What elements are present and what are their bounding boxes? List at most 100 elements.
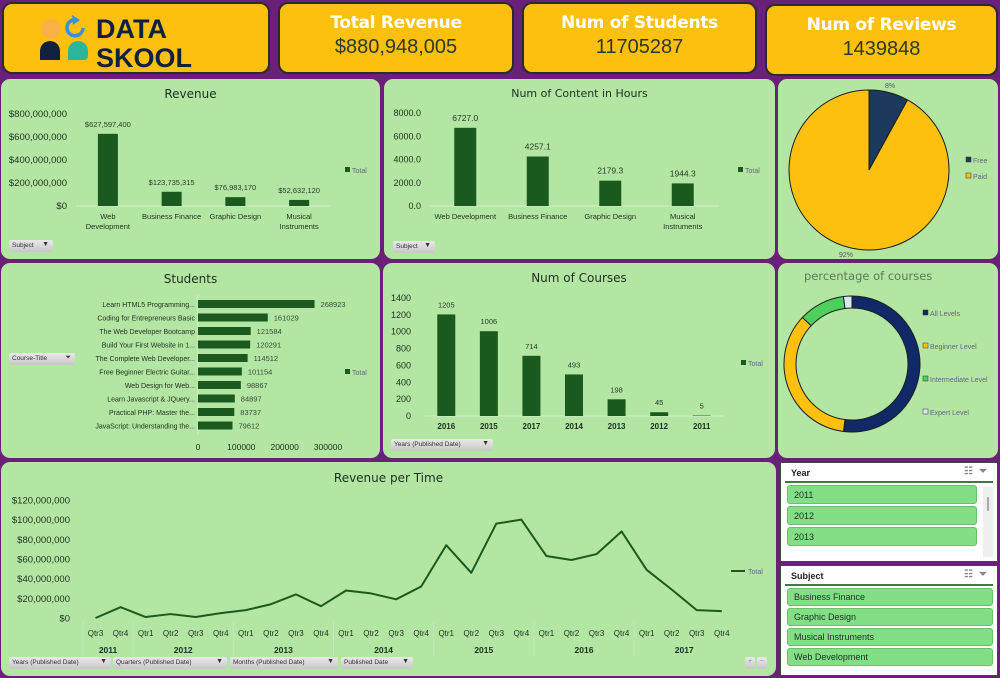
y-tick-label: 600 [396,360,411,370]
legend-swatch [965,156,972,163]
bar [671,183,694,206]
data-label: 198 [610,385,623,394]
filter-icon: ⏷ [65,354,71,361]
x-category-label: Graphic Design [210,212,262,221]
x-tick-label: 0 [196,442,201,452]
data-label: 1006 [481,317,498,326]
bar [198,381,241,389]
x-quarter-label: Qtr4 [313,629,329,638]
revenue-chart-panel: Revenue $0 $200,000,000 $400,000,000 $600,0… [1,79,380,259]
data-label: 5 [700,402,704,411]
slicer-item-graphic-design[interactable]: Graphic Design [787,608,993,626]
x-quarter-label: Qtr1 [338,629,354,638]
kpi-value: 11705287 [595,36,684,58]
slicer-item-business-finance[interactable]: Business Finance [787,588,993,606]
y-category-label: Coding for Entrepreneurs Basic [97,316,195,323]
content-hours-bar-chart: 0.0 2000.0 4000.0 6000.0 8000.0 6727.0 Web Dev… [393,108,760,231]
y-tick-label: 4000.0 [393,155,421,165]
legend-swatch [345,167,350,172]
kpi-num-reviews: Num of Reviews 1439848 [765,4,998,76]
y-tick-label: 1200 [391,310,411,320]
slicer-title: Subject [791,571,824,581]
collapse-button[interactable]: − [757,657,767,669]
bar [522,355,541,416]
expand-button[interactable]: + [745,657,755,669]
bar [198,354,248,362]
slicer-item-2011[interactable]: 2011 [787,485,977,504]
subject-filter-button[interactable]: Subject ▼ [393,241,435,253]
clear-filter-icon[interactable]: ⏷ [979,569,993,580]
slicer-item-2013[interactable]: 2013 [787,527,977,546]
filter-label: Quarters (Published Date) [116,659,192,666]
y-category-label: Practical PHP: Master the... [109,410,195,417]
data-label: 101154 [248,368,272,377]
chart-title: Revenue per Time [333,471,444,485]
x-quarter-label: Qtr2 [564,629,580,638]
months-filter-button[interactable]: Months (Published Date) ▼ [230,657,338,669]
chart-title: Students [163,272,218,286]
revenue-time-line-chart: $0 $20,000,000 $40,000,000 $60,000,000 $80,0… [12,496,763,656]
slicer-item-web-development[interactable]: Web Development [787,648,993,666]
refresh-icon [65,15,85,38]
slicer-item-musical-instruments[interactable]: Musical Instruments [787,628,993,646]
slicer-scrollbar[interactable] [983,487,993,557]
legend-label: Expert Level [930,410,969,417]
bar [198,327,251,335]
x-category-label: Business Finance [142,212,201,221]
bar [437,314,456,416]
bar [198,340,251,349]
year-slicer: Year ☷⏷ 2011 2012 2013 [780,462,998,562]
y-tick-label: 2000.0 [393,178,421,188]
data-label: $627,597,400 [85,120,131,129]
filter-label: Years (Published Date) [12,659,79,666]
x-quarter-label: Qtr4 [213,629,229,638]
data-label: 268923 [321,300,346,309]
bar [454,127,477,206]
multi-select-icon[interactable]: ☷ [964,466,979,477]
legend-label: Total [352,370,367,377]
data-label: 714 [525,342,538,351]
clear-filter-icon[interactable]: ⏷ [979,466,993,477]
y-tick-label: $800,000,000 [9,109,67,120]
kpi-title: Num of Students [561,13,718,33]
multi-select-icon[interactable]: ☷ [964,569,979,580]
x-year-label: 2012 [174,645,193,655]
data-label: 98867 [247,381,268,390]
data-label: 92% [839,252,853,259]
course-title-filter-button[interactable]: Course-Title ⏷ [9,353,75,365]
years-filter-button[interactable]: Years (Published Date) ▼ [391,439,493,451]
legend-label: Total [748,569,763,576]
published-date-filter-button[interactable]: Published Date ▼ [341,657,413,669]
data-label: 1205 [438,300,455,309]
y-category-label: JavaScript: Understanding the... [95,424,195,431]
x-category-label: 2012 [650,422,668,431]
legend-swatch [922,309,929,316]
dropdown-arrow-icon: ▼ [216,658,223,665]
x-category-label: 2013 [608,422,626,431]
scrollbar-thumb[interactable] [987,497,989,511]
years-filter-button[interactable]: Years (Published Date) ▼ [9,657,111,669]
y-tick-label: $80,000,000 [17,535,70,546]
x-quarter-label: Qtr2 [664,629,680,638]
x-quarter-label: Qtr3 [589,629,605,638]
quarters-filter-button[interactable]: Quarters (Published Date) ▼ [113,657,227,669]
dropdown-arrow-icon: ▼ [482,440,489,447]
x-tick-label: 200000 [270,442,299,452]
x-tick-label: 100000 [227,442,256,452]
bar [198,394,235,403]
slicer-item-2012[interactable]: 2012 [787,506,977,525]
x-quarter-label: Qtr4 [113,629,129,638]
x-category-label: Graphic Design [584,212,636,221]
subject-filter-button[interactable]: Subject ▼ [9,240,53,252]
legend-label: Beginner Level [930,344,977,351]
x-quarter-label: Qtr3 [388,629,404,638]
data-label: 120291 [256,341,281,350]
y-tick-label: $200,000,000 [9,178,67,189]
content-hours-chart-panel: Num of Content in Hours 0.0 2000.0 4000.0 6… [384,79,775,259]
x-quarter-label: Qtr3 [288,629,304,638]
data-label: 2179.3 [597,166,623,176]
filter-label: Months (Published Date) [233,659,305,666]
data-label: 79612 [238,422,259,431]
revenue-bar-chart: $0 $200,000,000 $400,000,000 $600,000,000 $8… [9,109,367,231]
donut-segment [783,316,846,433]
